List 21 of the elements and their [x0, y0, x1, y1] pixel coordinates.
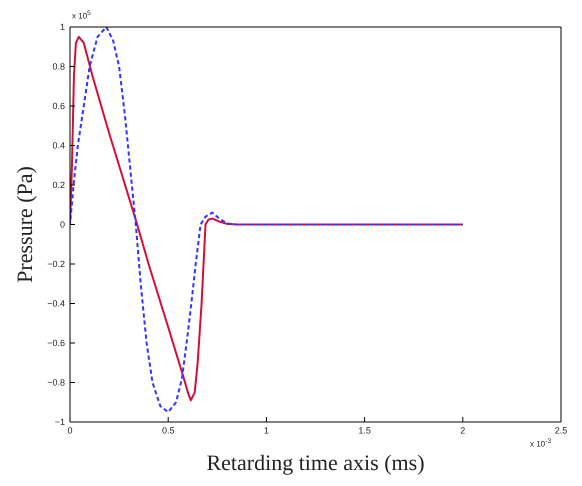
y-tick-label: −0.8	[47, 378, 65, 388]
y-tick-label: −0.6	[47, 338, 65, 348]
text: x 10$^{-3}$	[530, 438, 552, 449]
y-tick-label: 0.4	[52, 140, 65, 151]
y-tick-label: 1	[60, 22, 65, 32]
x-tick-label: 1	[264, 425, 269, 436]
x-tick-label: 1.5	[358, 425, 371, 436]
y-tick-label: 0.8	[52, 62, 65, 72]
y-tick-label: 0	[60, 220, 65, 230]
x-tick-label: 2.5	[554, 425, 568, 436]
x-tick-label: 0	[67, 425, 73, 436]
y-tick-label: −1	[54, 417, 65, 428]
x-axis-title: Retarding time axis (ms)	[206, 450, 425, 475]
x-tick-label: 0.5	[162, 425, 174, 436]
y-axis-title: Pressure (Pa)	[12, 166, 37, 283]
y-tick-label: −0.4	[47, 298, 65, 309]
y-tick-label: 0.6	[52, 101, 65, 112]
text: x 10$^{5}$	[72, 10, 91, 21]
y-tick-label: −0.2	[47, 259, 65, 270]
y-tick-label: 0.2	[52, 180, 65, 190]
x-tick-label: 2	[460, 425, 466, 436]
